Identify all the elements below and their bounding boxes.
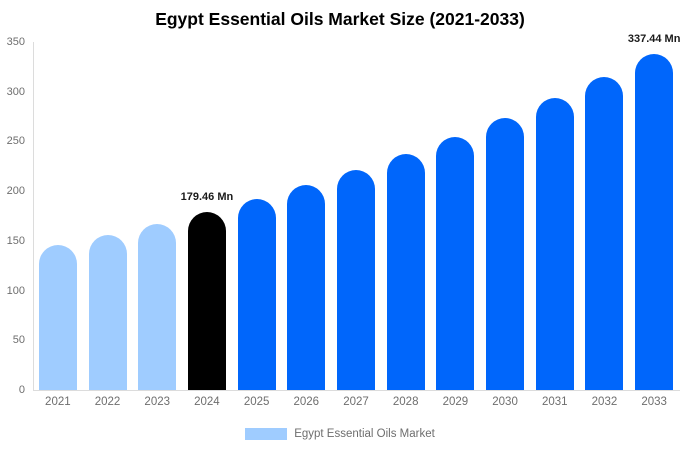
bar-2025 [237,198,276,390]
chart-title: Egypt Essential Oils Market Size (2021-2… [155,9,525,29]
x-tick-label-2024: 2024 [194,396,220,408]
bar-2028 [386,153,425,390]
bar-2029 [436,136,475,390]
legend-label: Egypt Essential Oils Market [294,428,435,440]
x-tick-label-2033: 2033 [641,396,667,408]
legend-swatch [245,428,288,440]
x-tick-label-2022: 2022 [94,396,121,408]
x-tick-label-2026: 2026 [293,396,320,408]
bar-2027 [337,169,375,390]
y-tick-label-100: 100 [6,284,25,297]
x-axis-line [33,390,680,391]
y-tick-label-150: 150 [6,234,25,247]
value-label-2033: 337.44 Mn [627,33,680,46]
x-tick-label-2023: 2023 [144,396,171,408]
x-tick-label-2025: 2025 [243,396,270,408]
y-tick-label-0: 0 [18,384,25,396]
y-tick-label-350: 350 [6,36,25,48]
x-tick-label-2029: 2029 [442,396,469,408]
x-tick-label-2032: 2032 [591,396,618,408]
x-tick-label-2031: 2031 [541,396,568,408]
bar-2023 [138,223,177,390]
y-axis-line [33,42,34,390]
value-label-2024: 179.46 Mn [180,190,234,203]
y-tick-label-300: 300 [6,85,25,98]
bar-2021 [38,245,77,390]
bar-2022 [88,234,127,390]
bar-2031 [535,98,574,390]
bar-2024 [187,211,226,390]
y-tick-label-50: 50 [12,334,25,347]
bar-2030 [486,118,525,390]
y-tick-label-250: 250 [6,135,25,148]
bar-2033 [635,54,674,390]
y-tick-label-200: 200 [6,185,25,198]
x-tick-label-2027: 2027 [343,396,369,408]
x-tick-label-2021: 2021 [45,396,71,408]
x-tick-label-2030: 2030 [492,396,518,408]
bar-2026 [287,184,326,390]
x-tick-label-2028: 2028 [392,396,419,408]
legend: Egypt Essential Oils Market [0,426,680,442]
bar-2032 [585,77,624,390]
